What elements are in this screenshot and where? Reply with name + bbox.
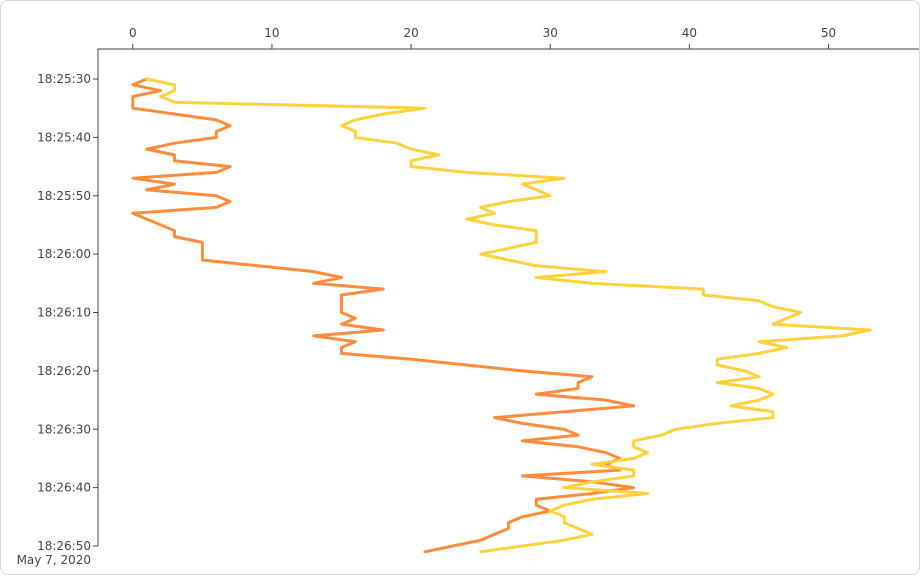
series-line-2[interactable] [145, 77, 872, 554]
x-tick-label: 20 [403, 26, 418, 40]
x-tick-label: 40 [682, 26, 697, 40]
time-tick-label: 18:26:10 [37, 306, 91, 320]
time-tick-label: 18:26:00 [37, 247, 91, 261]
series-line-1[interactable] [131, 77, 636, 554]
x-tick-label: 30 [543, 26, 558, 40]
time-tick-label: 18:26:30 [37, 422, 91, 436]
time-tick-label: 18:25:40 [37, 130, 91, 144]
time-tick-label: 18:25:30 [37, 72, 91, 86]
date-label: May 7, 2020 [17, 553, 91, 567]
x-tick-label: 0 [129, 26, 137, 40]
x-axis: 0 10 20 30 40 50 [98, 26, 919, 50]
time-axis: 18:25:30 18:25:40 18:25:50 18:26:00 18:26:10… [17, 49, 99, 567]
series-layer [131, 77, 872, 554]
x-tick-label: 10 [264, 26, 279, 40]
x-tick-label: 50 [821, 26, 836, 40]
time-tick-label: 18:26:40 [37, 481, 91, 495]
time-tick-label: 18:26:50 [37, 539, 91, 553]
time-tick-label: 18:26:20 [37, 364, 91, 378]
time-tick-label: 18:25:50 [37, 189, 91, 203]
